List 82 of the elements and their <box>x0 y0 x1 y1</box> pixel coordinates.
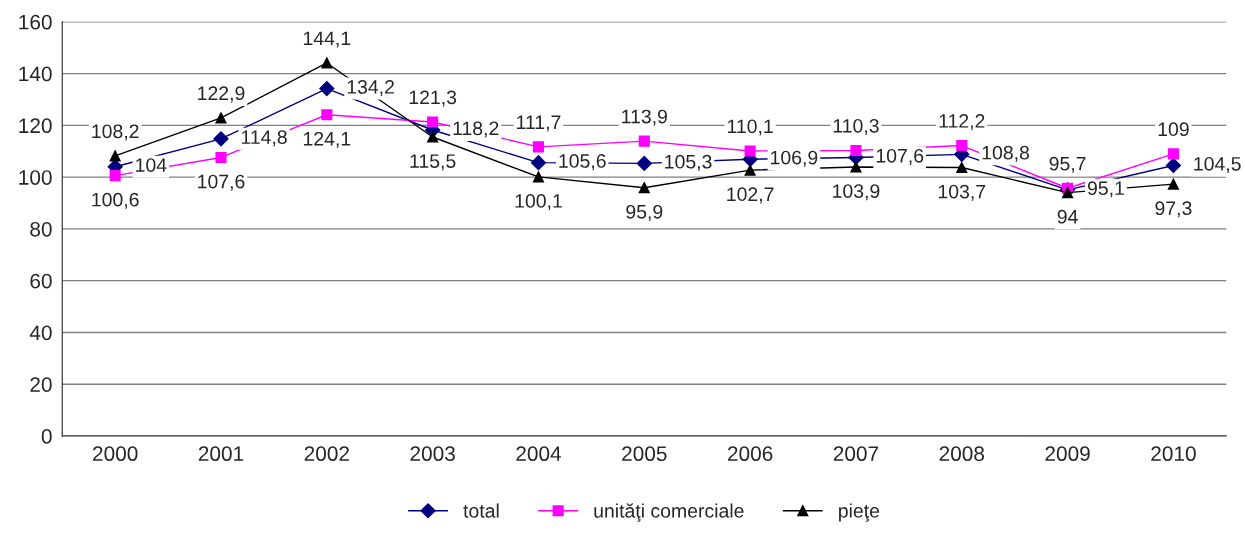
point <box>850 161 862 173</box>
point <box>1167 178 1179 190</box>
x-tick-label: 2005 <box>622 446 667 462</box>
data-label: 102,7 <box>727 187 774 204</box>
point <box>638 135 650 147</box>
point <box>956 139 968 152</box>
x-tick-label: 2009 <box>1045 446 1090 462</box>
point <box>427 131 439 143</box>
x-tick-label: 2006 <box>727 446 773 462</box>
point <box>321 109 333 121</box>
data-label: 97,3 <box>1155 201 1192 218</box>
data-label: 108,2 <box>92 124 139 141</box>
data-label: 95,9 <box>626 204 663 221</box>
data-label: 121,3 <box>409 90 457 107</box>
x-tick-label: 2007 <box>833 446 879 462</box>
y-tick-label: 140 <box>19 66 52 82</box>
point <box>532 171 545 183</box>
point <box>636 155 652 171</box>
y-tick-label: 40 <box>29 325 52 341</box>
point <box>1165 157 1181 174</box>
data-label: 95,1 <box>1087 181 1124 198</box>
data-label: 106,9 <box>771 150 818 167</box>
data-label: 100,1 <box>515 194 562 211</box>
y-tick-label: 20 <box>30 377 52 392</box>
y-tick-label: 120 <box>19 118 52 134</box>
x-tick-label: 2002 <box>304 446 349 462</box>
data-label: 114,8 <box>241 130 287 147</box>
point <box>744 164 756 176</box>
data-label: 111,7 <box>517 115 561 132</box>
y-tick-label: 100 <box>19 170 52 185</box>
point <box>109 150 121 162</box>
data-label: 105,3 <box>665 154 712 171</box>
legend-label: pieţe <box>839 503 880 522</box>
data-label: 124,1 <box>303 131 351 148</box>
data-label: 112,2 <box>939 114 985 131</box>
point <box>638 182 650 194</box>
point <box>215 151 227 164</box>
data-label: 113,9 <box>622 109 667 126</box>
data-label: 109 <box>1158 122 1189 137</box>
y-tick-label: 160 <box>19 14 52 30</box>
data-label: 95,7 <box>1049 156 1086 173</box>
point <box>213 131 229 147</box>
data-label: 104 <box>136 158 167 172</box>
data-label: 103,9 <box>833 184 880 201</box>
y-tick-label: 80 <box>30 221 52 237</box>
point <box>109 170 121 182</box>
point <box>850 144 862 157</box>
data-label: 107,6 <box>876 148 924 165</box>
point <box>530 155 547 171</box>
x-tick-label: 2000 <box>93 446 138 462</box>
data-label: 94 <box>1057 209 1078 224</box>
x-tick-label: 2008 <box>939 446 985 462</box>
data-label: 122,9 <box>198 86 245 103</box>
data-label: 107,6 <box>198 174 245 191</box>
x-tick-label: 2004 <box>516 446 562 462</box>
data-label: 110,1 <box>727 119 773 136</box>
point <box>215 112 227 124</box>
data-label: 110,3 <box>833 118 879 136</box>
point <box>532 141 545 153</box>
data-label: 118,2 <box>453 121 499 138</box>
y-tick-label: 0 <box>41 429 52 444</box>
point <box>744 145 756 157</box>
point <box>1167 148 1179 160</box>
data-label: 105,6 <box>559 154 606 171</box>
point <box>319 81 335 97</box>
point <box>956 161 968 174</box>
data-label: 100,6 <box>92 192 139 209</box>
point <box>321 57 333 69</box>
data-label: 144,1 <box>303 31 351 48</box>
data-label: 103,7 <box>938 184 986 201</box>
x-tick-label: 2010 <box>1151 446 1196 462</box>
data-label: 115,5 <box>410 154 456 171</box>
x-tick-label: 2003 <box>410 446 455 462</box>
data-label: 134,2 <box>347 80 394 97</box>
point <box>1062 187 1074 199</box>
point <box>427 116 439 128</box>
x-tick-label: 2001 <box>198 446 244 462</box>
legend-label: unităţi comerciale <box>594 503 744 522</box>
legend-label: total <box>463 503 499 518</box>
data-label: 104,5 <box>1194 156 1241 173</box>
y-tick-label: 60 <box>30 273 52 289</box>
data-label: 108,8 <box>982 145 1030 162</box>
